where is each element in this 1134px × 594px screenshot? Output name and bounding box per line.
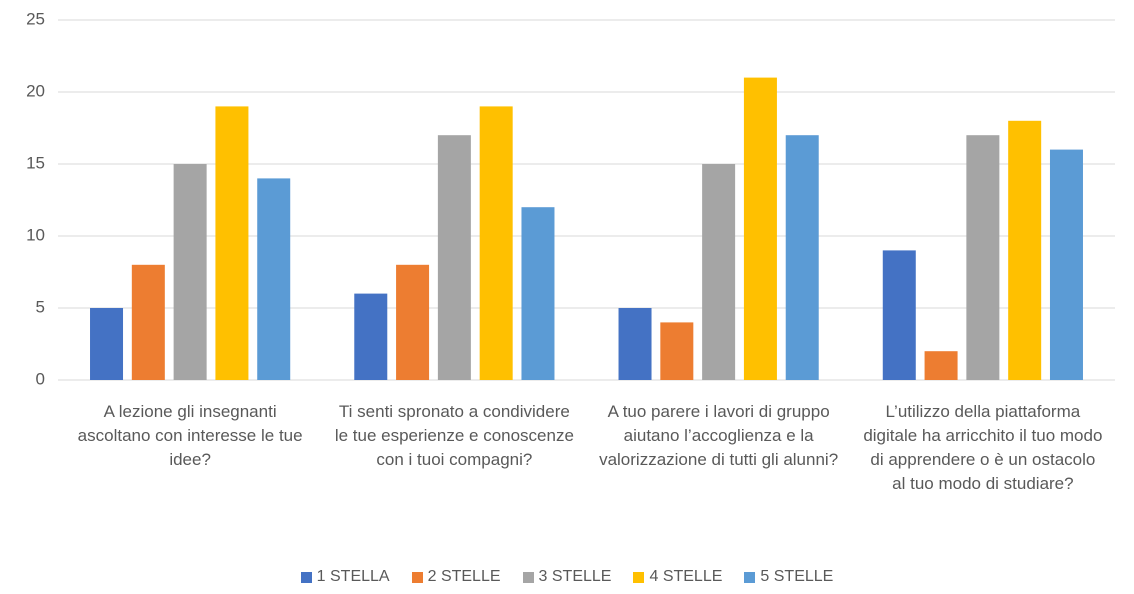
legend-label: 3 STELLE (538, 568, 612, 585)
bar (90, 308, 124, 380)
legend-label: 1 STELLA (316, 568, 390, 585)
x-tick-label: L’utilizzo della piattaforma digitale ha… (863, 402, 1103, 493)
bar (215, 106, 249, 381)
bar (257, 178, 291, 380)
bar (131, 264, 165, 380)
legend-label: 5 STELLE (760, 568, 834, 585)
bar (1049, 149, 1083, 380)
y-tick-label: 25 (26, 9, 45, 28)
y-tick-label: 20 (26, 81, 45, 100)
legend-item: 2 STELLE (411, 568, 501, 586)
y-tick-label: 0 (36, 369, 45, 388)
x-tick-label: Ti senti spronato a condividere le tue e… (334, 402, 574, 469)
legend-label: 2 STELLE (427, 568, 501, 585)
legend-swatch (633, 571, 645, 583)
bar (354, 293, 388, 380)
x-tick-label: A tuo parere i lavori di gruppo aiutano … (599, 402, 839, 469)
legend-item: 1 STELLA (300, 568, 390, 586)
bar (521, 207, 555, 380)
bar (396, 264, 430, 380)
bar (882, 250, 916, 380)
legend-item: 5 STELLE (744, 568, 833, 586)
x-tick-label: A lezione gli insegnanti ascoltano con i… (77, 402, 303, 469)
legend: 1 STELLA 2 STELLE 3 STELLE 4 STELLE 5 STELLE (0, 568, 1134, 586)
legend-swatch (411, 571, 423, 583)
bar (660, 322, 694, 380)
y-tick-label: 15 (26, 153, 45, 172)
bar (437, 135, 471, 380)
y-tick-label: 10 (26, 225, 45, 244)
bar (924, 351, 958, 380)
bar (743, 77, 777, 380)
bar (173, 164, 207, 380)
bar (618, 308, 652, 380)
y-tick-label: 5 (36, 297, 45, 316)
legend-swatch (300, 571, 312, 583)
legend-item: 4 STELLE (633, 568, 722, 586)
legend-label: 4 STELLE (649, 568, 723, 585)
legend-swatch (522, 571, 534, 583)
bar (479, 106, 513, 381)
bar (702, 164, 736, 380)
bar (785, 135, 819, 380)
legend-item: 3 STELLE (522, 568, 612, 586)
legend-swatch (744, 571, 756, 583)
bar (1008, 120, 1042, 381)
bar (966, 135, 1000, 380)
